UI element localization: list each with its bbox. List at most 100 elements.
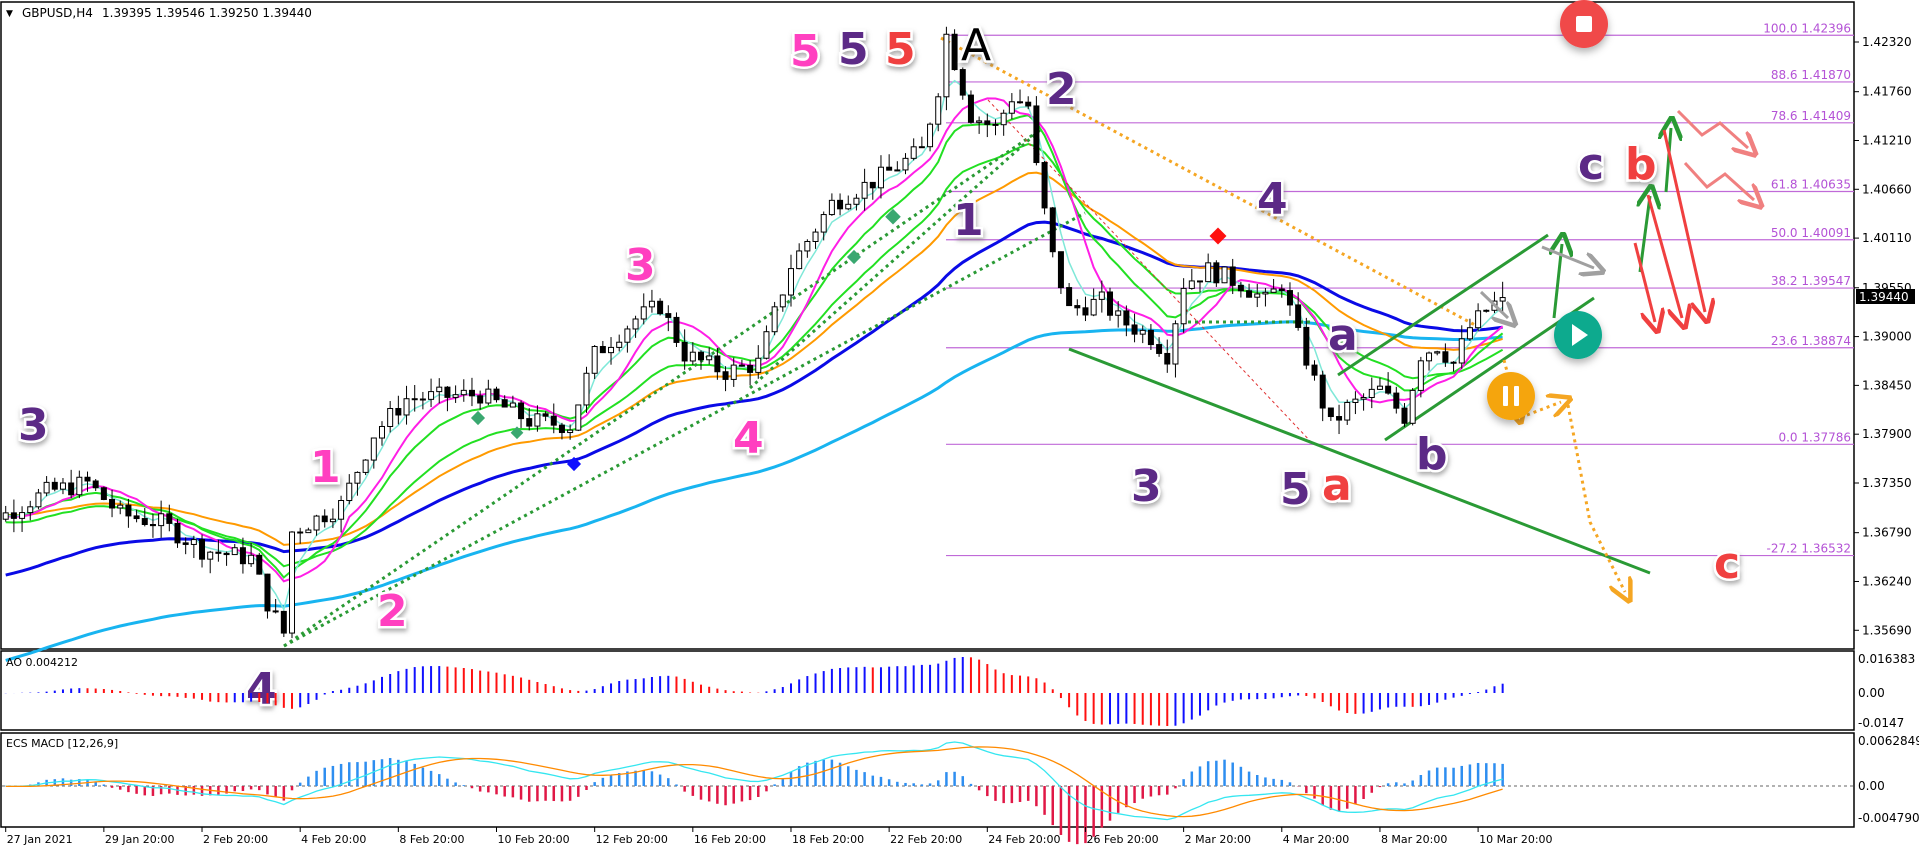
candle xyxy=(1401,403,1408,427)
candle xyxy=(329,508,336,529)
candle xyxy=(558,422,565,440)
ma-blue-line xyxy=(5,220,1503,577)
current-price-tag: 1.39440 xyxy=(1856,289,1915,304)
wave-label: 3 xyxy=(625,240,656,291)
wave-label: 5 xyxy=(838,24,869,75)
red-arrow-1[interactable] xyxy=(1633,242,1655,322)
ao-tick: 0.016383 xyxy=(1858,652,1915,666)
candle xyxy=(1319,370,1326,422)
candle xyxy=(1237,281,1244,298)
macd-signal-line xyxy=(5,746,1503,818)
orange-dotted-path-arrow[interactable] xyxy=(1502,359,1518,413)
green-dotted-support-line-2[interactable] xyxy=(283,211,1086,648)
candle xyxy=(1352,391,1359,415)
price-tick-label: 1.39000 xyxy=(1862,330,1912,344)
candle xyxy=(248,542,255,567)
wave-label: c xyxy=(1578,139,1604,190)
candle xyxy=(698,350,705,370)
price-axis[interactable]: 1.423201.417601.412101.406601.401101.395… xyxy=(1854,35,1912,637)
candle xyxy=(100,486,107,501)
candle xyxy=(35,488,42,510)
wave-label: 3 xyxy=(18,400,49,451)
candle xyxy=(297,527,304,544)
green-falling-wedge-line[interactable] xyxy=(1068,347,1651,575)
candle xyxy=(804,239,811,258)
candle xyxy=(436,378,443,404)
candle xyxy=(1393,386,1400,414)
candle xyxy=(1057,251,1064,294)
orange-dotted-path-arrow-3[interactable] xyxy=(1566,404,1625,592)
candle xyxy=(902,153,909,175)
time-axis[interactable]: 27 Jan 2021 29 Jan 20:00 2 Feb 20:00 4 Feb … xyxy=(5,827,1553,846)
green-channel-upper[interactable] xyxy=(1337,233,1549,377)
red-dashed-line[interactable] xyxy=(987,99,1314,445)
ao-label: AO 0.004212 xyxy=(6,656,78,669)
orange-dotted-path-arrow-2[interactable] xyxy=(1526,402,1561,415)
ao-tick: -0.0147 xyxy=(1858,716,1904,730)
candle xyxy=(1385,372,1392,395)
candle xyxy=(272,598,279,614)
signal-markers xyxy=(470,208,1227,472)
ma-lightblue-line xyxy=(5,320,1503,662)
moving-averages xyxy=(5,79,1504,662)
fib-level-label: 38.2 1.39547 xyxy=(1771,274,1851,288)
orange-dotted-resistance-line[interactable] xyxy=(940,36,1476,327)
time-tick-label: 4 Mar 20:00 xyxy=(1283,833,1349,846)
candle xyxy=(174,518,181,548)
candle xyxy=(689,342,696,365)
macd-tick: 0.0062849 xyxy=(1858,734,1919,748)
candle xyxy=(714,348,721,380)
candle xyxy=(796,243,803,270)
wave-label: a xyxy=(1328,310,1358,361)
fibonacci-retracement[interactable]: 100.0 1.42396 88.6 1.41870 78.6 1.41409 61.… xyxy=(946,21,1854,557)
candle xyxy=(493,386,500,403)
candle xyxy=(534,405,541,432)
awesome-oscillator xyxy=(4,657,1504,727)
red-arrow-2[interactable] xyxy=(1646,194,1682,318)
candle xyxy=(313,514,320,536)
wave-label: 4 xyxy=(246,664,277,715)
candle xyxy=(1115,301,1122,328)
candle xyxy=(1156,337,1163,357)
trend-lines[interactable] xyxy=(283,36,1651,648)
candle xyxy=(501,395,508,408)
green-arrow-2[interactable] xyxy=(1640,196,1650,273)
candle xyxy=(354,471,361,496)
green-dotted-support-line-3[interactable] xyxy=(749,128,1041,390)
candle xyxy=(1254,283,1261,308)
time-tick-label: 18 Feb 20:00 xyxy=(792,833,864,846)
fib-level-label: 100.0 1.42396 xyxy=(1763,21,1851,35)
green-dotted-support-line-1[interactable] xyxy=(283,128,1041,648)
candle xyxy=(640,293,647,325)
green-arrow-1[interactable] xyxy=(1554,244,1562,319)
candle xyxy=(845,195,852,211)
candle xyxy=(362,459,369,476)
candle xyxy=(1450,361,1457,372)
light-red-zigzag-arrow-1[interactable] xyxy=(1676,109,1748,148)
gray-arrow-1[interactable] xyxy=(1479,290,1508,318)
candle xyxy=(280,610,287,638)
candle xyxy=(1017,89,1024,104)
candlesticks xyxy=(2,26,1506,639)
fib-level-label: 23.6 1.38874 xyxy=(1771,334,1851,348)
red-arrow-3[interactable] xyxy=(1662,129,1705,312)
candle xyxy=(199,534,206,568)
candle xyxy=(886,154,893,171)
time-tick-label: 8 Mar 20:00 xyxy=(1381,833,1447,846)
ma-green-fast-line xyxy=(5,114,1504,579)
candle xyxy=(1458,325,1465,369)
light-red-zigzag-arrow-2[interactable] xyxy=(1683,161,1754,200)
wave-label: c xyxy=(1714,538,1740,589)
price-tick-label: 1.37900 xyxy=(1862,427,1912,441)
green-arrow-3[interactable] xyxy=(1666,128,1671,193)
candle xyxy=(575,404,582,432)
candle xyxy=(468,377,475,407)
projection-arrows[interactable] xyxy=(1479,109,1754,592)
candle xyxy=(787,254,794,307)
symbol-menu-icon[interactable]: ▼ xyxy=(6,9,13,19)
price-tick-label: 1.40660 xyxy=(1862,182,1912,196)
candle xyxy=(869,181,876,200)
candle xyxy=(1409,388,1416,426)
gray-arrow-2[interactable] xyxy=(1541,245,1594,268)
